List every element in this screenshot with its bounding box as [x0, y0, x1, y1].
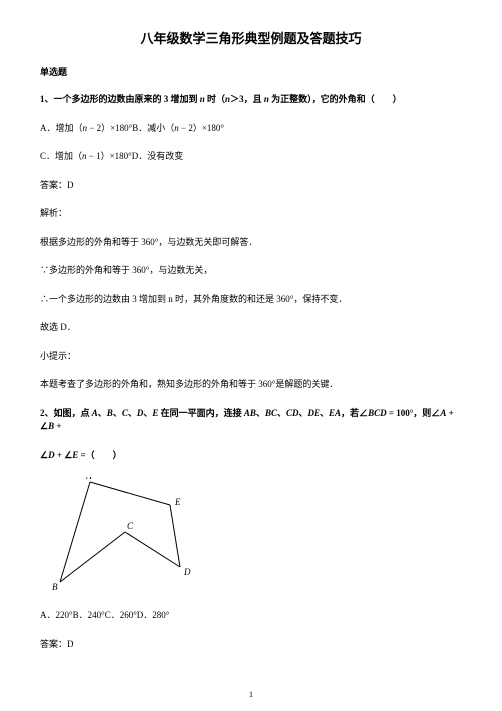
q1-options-ab: A．增加（n − 2）×180°B．减小（n − 2）×180°	[40, 122, 462, 136]
q2-svg: A E C B D	[50, 477, 200, 592]
q1-jiexi-1: 根据多边形的外角和等于 360°，与边数无关即可解答．	[40, 236, 462, 250]
q2-stem-line2: ∠D + ∠E =（ ）	[40, 449, 462, 463]
q2-diagram: A E C B D	[50, 477, 462, 597]
document-title: 八年级数学三角形典型例题及答题技巧	[40, 28, 462, 47]
q1-options-cd: C．增加（n − 1）×180°D．没有改变	[40, 150, 462, 164]
q1-jiexi-4: 故选 D．	[40, 321, 462, 335]
q1-jiexi-3: ∴一个多边形的边数由 3 增加到 n 时，其外角度数的和还是 360°，保持不变…	[40, 293, 462, 307]
svg-text:D: D	[183, 567, 191, 577]
q1-jiexi-2: ∵多边形的外角和等于 360°，与边数无关，	[40, 264, 462, 278]
q2-stem-line1: 2、如图，点 A、B、C、D、E 在同一平面内，连接 AB、BC、CD、DE、E…	[40, 407, 462, 434]
q1-stem: 1、一个多边形的边数由原来的 3 增加到 n 时（n＞3，且 n 为正整数），它…	[40, 93, 462, 107]
q2-options: A．220°B．240°C．260°D．280°	[40, 609, 462, 623]
svg-text:B: B	[52, 582, 58, 592]
svg-text:E: E	[174, 497, 181, 507]
page-number: 1	[0, 690, 502, 699]
q1-tip-label: 小提示：	[40, 350, 462, 364]
q1-answer: 答案：D	[40, 179, 462, 193]
q2-answer: 答案：D	[40, 638, 462, 652]
q1-stem-text: 1、一个多边形的边数由原来的 3 增加到 n 时（n＞3，且 n 为正整数），它…	[40, 94, 402, 104]
section-header: 单选题	[40, 65, 462, 78]
q1-tip: 本题考查了多边形的外角和，熟知多边形的外角和等于 360°是解题的关键．	[40, 378, 462, 392]
q1-jiexi-label: 解析：	[40, 207, 462, 221]
svg-text:C: C	[127, 521, 134, 531]
svg-text:A: A	[85, 477, 92, 481]
